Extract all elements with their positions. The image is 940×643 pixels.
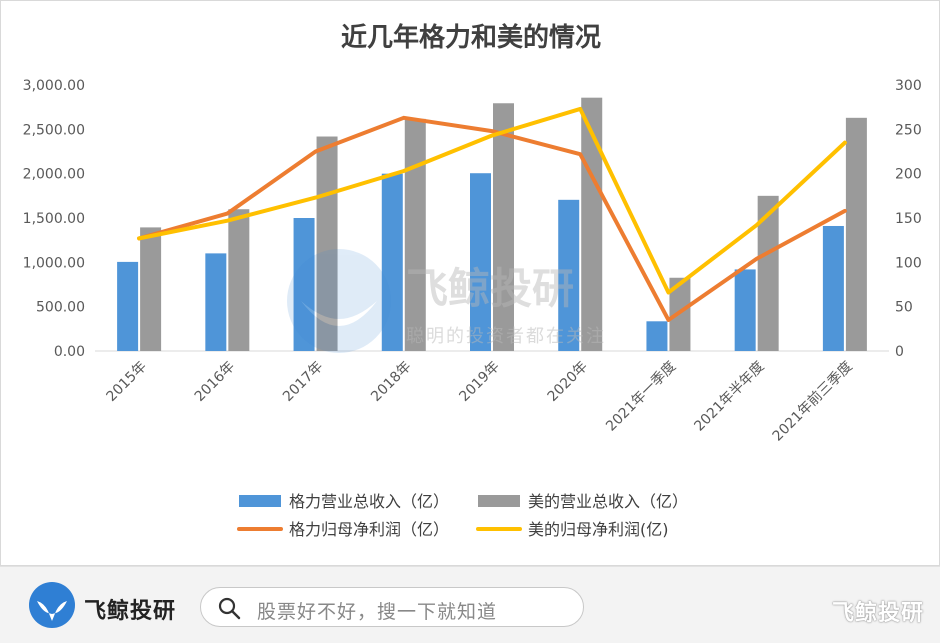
bar-gree-revenue xyxy=(646,321,668,351)
bar-midea-revenue xyxy=(845,117,867,351)
search-input[interactable]: 股票好不好，搜一下就知道 xyxy=(200,587,584,627)
bar-midea-revenue xyxy=(404,118,426,351)
bar-gree-revenue xyxy=(558,199,580,351)
search-placeholder: 股票好不好，搜一下就知道 xyxy=(257,601,498,623)
bar-midea-revenue xyxy=(581,97,603,351)
legend-swatch xyxy=(239,495,281,507)
watermark-logo xyxy=(287,249,391,353)
y-right-tick-label: 0 xyxy=(895,344,904,360)
bar-midea-revenue xyxy=(493,103,514,351)
y-right-tick-label: 300 xyxy=(895,78,922,94)
y-left-tick-label: 1,500.00 xyxy=(23,211,85,227)
watermark-slogan: 聪明的投资者都在关注 xyxy=(406,326,606,347)
footer-brand-name: 飞鲸投研 xyxy=(84,599,177,624)
bar-gree-revenue xyxy=(293,218,315,351)
legend-label: 美的营业总收入（亿） xyxy=(528,492,688,511)
watermark: 飞鲸投研 聪明的投资者都在关注 xyxy=(287,249,606,353)
legend-label: 格力归母净利润（亿） xyxy=(289,520,449,539)
y-right-tick-label: 150 xyxy=(895,211,922,227)
y-left-tick-label: 2,500.00 xyxy=(23,122,85,138)
footer-brand-watermark: 飞鲸投研 xyxy=(831,601,924,626)
magnifier-icon xyxy=(218,597,241,620)
bar-gree-revenue xyxy=(381,173,403,351)
bar-gree-revenue xyxy=(470,173,491,351)
chart-panel: 近几年格力和美的情况 0.00 500.00 1,000.00 1,500.00 2,00… xyxy=(0,0,940,566)
bar-gree-revenue xyxy=(117,261,139,351)
y-left-tick-label: 2,000.00 xyxy=(23,167,85,183)
legend-swatch xyxy=(478,495,520,507)
y-left-tick-label: 3,000.00 xyxy=(23,78,85,94)
bar-midea-revenue xyxy=(316,136,338,351)
y-right-tick-label: 100 xyxy=(895,255,922,271)
y-right-tick-label: 250 xyxy=(895,122,922,138)
legend-label: 美的归母净利润(亿) xyxy=(528,520,669,539)
y-right-tick-label: 200 xyxy=(895,167,922,183)
legend-label: 格力营业总收入（亿） xyxy=(289,492,449,511)
line-midea-profit xyxy=(137,106,847,295)
y-left-tick-label: 500.00 xyxy=(36,300,85,316)
bar-gree-revenue xyxy=(734,269,756,351)
y-right-tick-label: 50 xyxy=(895,300,913,316)
bar-midea-revenue xyxy=(140,227,162,351)
y-left-tick-label: 1,000.00 xyxy=(23,255,85,271)
y-left-tick-label: 0.00 xyxy=(54,344,85,360)
bar-gree-revenue xyxy=(205,253,227,351)
bar-midea-revenue xyxy=(757,195,779,351)
chart-title: 近几年格力和美的情况 xyxy=(341,22,601,53)
whale-tail-logo-icon xyxy=(29,582,75,628)
line-gree-profit xyxy=(137,115,847,322)
bar-midea-revenue xyxy=(228,209,250,351)
watermark-brand: 飞鲸投研 xyxy=(406,264,574,313)
combo-chart: 近几年格力和美的情况 0.00 500.00 1,000.00 1,500.00 2,00… xyxy=(23,22,922,539)
footer-bar: 飞鲸投研 股票好不好，搜一下就知道 飞鲸投研 xyxy=(0,566,940,643)
bar-gree-revenue xyxy=(822,225,844,351)
